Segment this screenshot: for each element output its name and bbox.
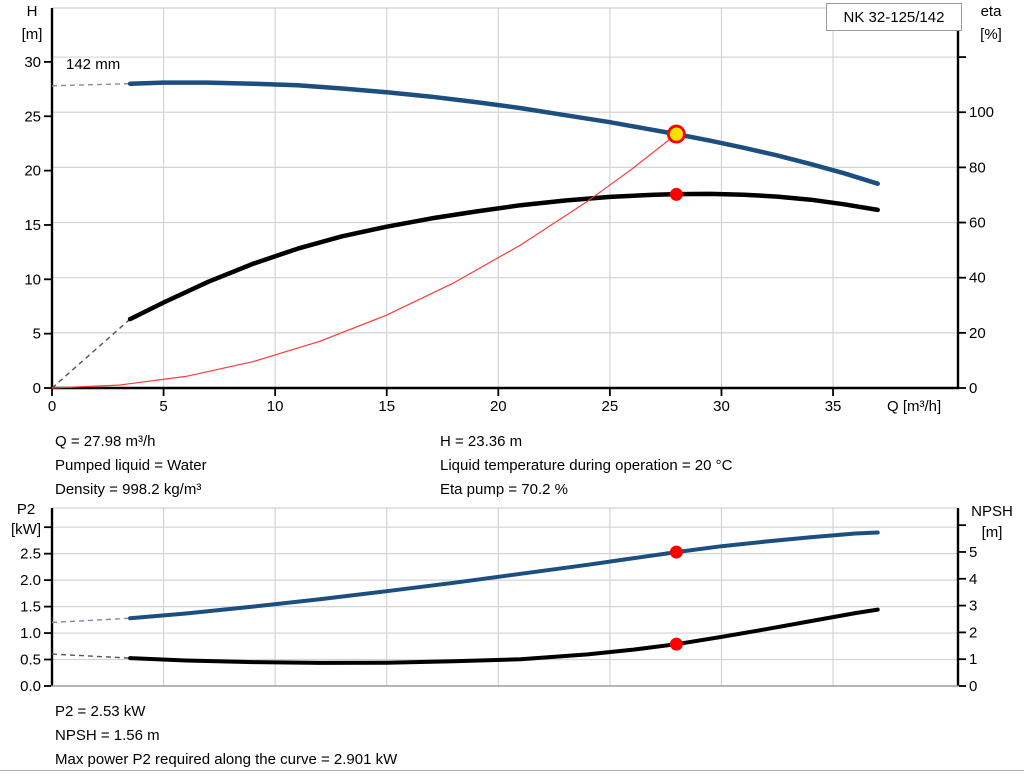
left-tick-label: 2.5 bbox=[20, 546, 41, 563]
left-tick-label: 0.0 bbox=[20, 678, 41, 695]
bottom-tick-label: 10 bbox=[267, 398, 284, 415]
eta-pump-value: Eta pump = 70.2 % bbox=[440, 481, 568, 498]
pump-type-badge: NK 32-125/142 bbox=[826, 3, 962, 31]
right-axis-title: eta bbox=[981, 3, 1003, 20]
right-tick-label: 5 bbox=[969, 544, 977, 561]
right-tick-label: 4 bbox=[969, 571, 977, 588]
duty-point-p2 bbox=[669, 545, 683, 559]
left-tick-label: 10 bbox=[24, 271, 41, 288]
x-axis-title: Q [m³/h] bbox=[887, 398, 941, 415]
left-tick-label: 0 bbox=[33, 380, 41, 397]
bottom-tick-label: 30 bbox=[713, 398, 730, 415]
efficiency-curve bbox=[127, 191, 880, 322]
left-axis-title: [m] bbox=[22, 26, 43, 43]
right-axis-title: NPSH bbox=[971, 503, 1013, 520]
duty-point-head bbox=[666, 124, 686, 144]
power-npsh-info: P2 = 2.53 kW NPSH = 1.56 m Max power P2 … bbox=[55, 700, 397, 772]
npsh-curve-lead bbox=[51, 653, 131, 659]
bottom-tick-label: 20 bbox=[490, 398, 507, 415]
pumped-liquid-value: Pumped liquid = Water bbox=[55, 457, 207, 474]
bottom-tick-label: 35 bbox=[825, 398, 842, 415]
hq-eta-chart: 0 5 10 15 20 25 30 0 20 40 60 80 100 0 5 10 15 20 25 30 35 H [… bbox=[22, 3, 1003, 415]
right-tick-label: 100 bbox=[969, 104, 994, 121]
bottom-divider bbox=[0, 770, 1024, 771]
right-tick-label: 2 bbox=[969, 624, 977, 641]
head-curve bbox=[127, 80, 880, 186]
p2-value: P2 = 2.53 kW bbox=[55, 703, 146, 720]
right-tick-label: 20 bbox=[969, 325, 986, 342]
left-tick-label: 5 bbox=[33, 326, 41, 343]
p2-curve-lead bbox=[51, 617, 131, 624]
right-tick-label: 40 bbox=[969, 270, 986, 287]
efficiency-curve-lead bbox=[51, 318, 131, 389]
max-power-value: Max power P2 required along the curve = … bbox=[55, 751, 398, 768]
bottom-tick-label: 25 bbox=[602, 398, 619, 415]
left-tick-label: 1.5 bbox=[20, 599, 41, 616]
bottom-tick-label: 15 bbox=[378, 398, 395, 415]
left-tick-label: 0.5 bbox=[20, 652, 41, 669]
bottom-tick-label: 5 bbox=[159, 398, 167, 415]
right-axis-title: [%] bbox=[980, 26, 1002, 43]
pump-type-label: NK 32-125/142 bbox=[843, 8, 945, 26]
left-tick-label: 2.0 bbox=[20, 572, 41, 589]
left-tick-label: 20 bbox=[24, 163, 41, 180]
right-tick-label: 1 bbox=[969, 651, 977, 668]
npsh-curve bbox=[128, 607, 880, 665]
left-tick-label: 1.0 bbox=[20, 625, 41, 642]
head-value: H = 23.36 m bbox=[440, 433, 523, 450]
right-tick-label: 80 bbox=[969, 159, 986, 176]
right-tick-label: 3 bbox=[969, 598, 977, 615]
left-tick-label: 30 bbox=[24, 54, 41, 71]
duty-info-left: Q = 27.98 m³/h Pumped liquid = Water Den… bbox=[55, 430, 207, 502]
liquid-temperature-value: Liquid temperature during operation = 20… bbox=[440, 457, 733, 474]
left-tick-label: 15 bbox=[24, 217, 41, 234]
left-axis-title: P2 bbox=[17, 501, 35, 518]
p2-npsh-chart: 0.0 0.5 1.0 1.5 2.0 2.5 0 1 2 3 4 5 P2 [kW] NPSH [m] bbox=[11, 501, 1013, 695]
right-axis-title: [m] bbox=[982, 524, 1003, 541]
duty-point-npsh bbox=[669, 637, 683, 651]
flow-value: Q = 27.98 m³/h bbox=[55, 433, 156, 450]
left-axis-title: [kW] bbox=[11, 521, 41, 538]
system-curve bbox=[51, 133, 677, 389]
left-tick-label: 25 bbox=[24, 108, 41, 125]
p2-curve bbox=[128, 530, 880, 621]
right-tick-label: 0 bbox=[969, 380, 977, 397]
impeller-diameter-label: 142 mm bbox=[66, 56, 120, 73]
left-axis-title: H bbox=[27, 3, 38, 20]
right-tick-label: 0 bbox=[969, 678, 977, 695]
npsh-value: NPSH = 1.56 m bbox=[55, 727, 160, 744]
bottom-tick-label: 0 bbox=[48, 398, 56, 415]
duty-info-right: H = 23.36 m Liquid temperature during op… bbox=[440, 430, 732, 502]
right-tick-label: 60 bbox=[969, 215, 986, 232]
density-value: Density = 998.2 kg/m³ bbox=[55, 481, 202, 498]
duty-point-eta bbox=[669, 187, 683, 201]
head-curve-lead bbox=[51, 83, 131, 87]
